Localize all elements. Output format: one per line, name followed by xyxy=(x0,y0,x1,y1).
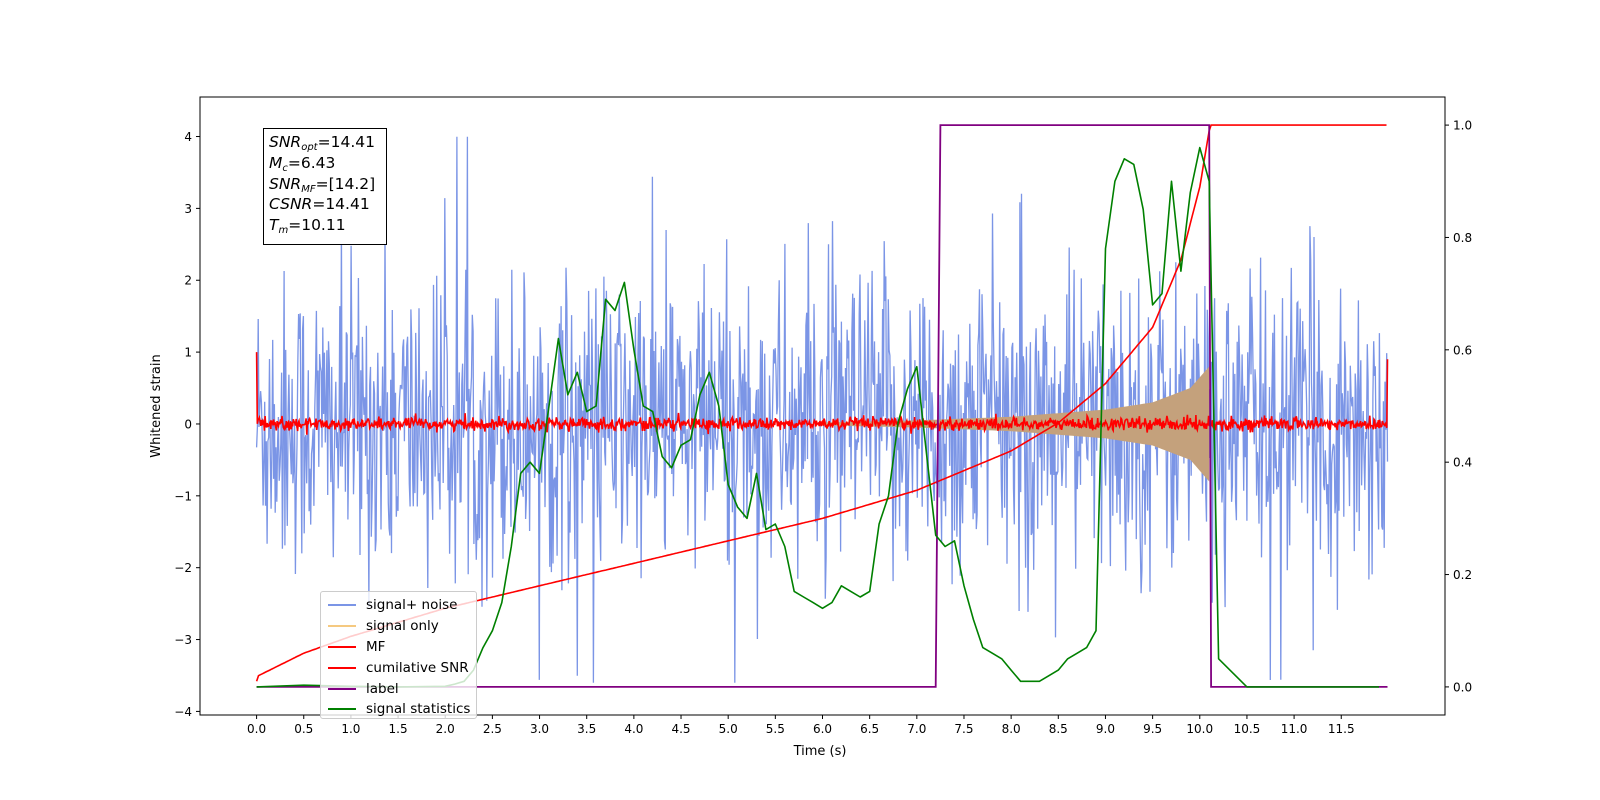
legend-item-cumulative-snr: cumilative SNR xyxy=(328,657,476,678)
y-left-tick-label: 1 xyxy=(184,346,192,360)
x-tick-label: 6.0 xyxy=(813,722,832,736)
y-left-tick-label: 4 xyxy=(184,130,192,144)
y-axis-label: Whitened strain xyxy=(149,354,164,457)
axes-group: 0.0 0.5 1.0 1.5 2.0 2.5 3.0 3.5 4.0 4.5 5.0 5.5 6.0 6… xyxy=(174,119,1472,736)
x-tick-label: 9.0 xyxy=(1096,722,1115,736)
info-snr-mf: SNRMF=[14.2] xyxy=(269,174,376,195)
legend-item-signal-noise: signal+ noise xyxy=(328,595,476,616)
legend-label-mf: MF xyxy=(366,638,386,655)
legend-item-label: label xyxy=(328,678,476,699)
x-tick-label: 2.0 xyxy=(436,722,455,736)
x-tick-label: 7.5 xyxy=(954,722,973,736)
x-tick-label: 6.5 xyxy=(860,722,879,736)
legend-swatch-signal-only xyxy=(328,625,356,628)
x-tick-label: 7.0 xyxy=(907,722,926,736)
x-tick-label: 0.5 xyxy=(294,722,313,736)
x-tick-label: 10.0 xyxy=(1186,722,1213,736)
x-tick-label: 3.0 xyxy=(530,722,549,736)
legend-label-signal-noise: signal+ noise xyxy=(366,597,458,614)
legend-label-cumulative-snr: cumilative SNR xyxy=(366,659,469,676)
y-right-tick-label: 0.8 xyxy=(1453,231,1472,245)
y-right-tick-label: 0.4 xyxy=(1453,456,1472,470)
x-tick-label: 1.0 xyxy=(341,722,360,736)
x-tick-label: 4.0 xyxy=(624,722,643,736)
info-mc: Mc=6.43 xyxy=(269,153,336,174)
x-tick-label: 11.0 xyxy=(1281,722,1308,736)
legend-label-signal-statistics: signal statistics xyxy=(366,701,471,718)
legend-swatch-label xyxy=(328,687,356,690)
legend-item-mf: MF xyxy=(328,637,476,658)
y-left-tick-label: −4 xyxy=(174,705,192,719)
x-tick-label: 8.0 xyxy=(1002,722,1021,736)
mf-group xyxy=(255,352,1389,435)
legend-label-signal-only: signal only xyxy=(366,618,439,635)
x-tick-label: 4.5 xyxy=(671,722,690,736)
x-tick-label: 2.5 xyxy=(483,722,502,736)
x-tick-label: 1.5 xyxy=(389,722,408,736)
y-left-tick-label: 0 xyxy=(184,417,192,431)
y-right-tick-label: 0.2 xyxy=(1453,568,1472,582)
legend-swatch-signal-statistics xyxy=(328,708,356,711)
legend-swatch-mf xyxy=(328,645,356,648)
snr-info-box: SNRopt=14.41 Mc=6.43 SNRMF=[14.2] CSNR=1… xyxy=(263,128,387,245)
legend-label-label: label xyxy=(366,680,399,697)
x-tick-label: 5.0 xyxy=(719,722,738,736)
series-signal-statistics-line xyxy=(256,146,1379,688)
x-tick-label: 10.5 xyxy=(1234,722,1261,736)
legend-swatch-signal-noise xyxy=(328,604,356,607)
info-snr-opt: SNRopt=14.41 xyxy=(269,133,375,153)
legend-swatch-cumulative-snr xyxy=(328,666,356,669)
x-tick-label: 11.5 xyxy=(1328,722,1355,736)
info-csnr: CSNR=14.41 xyxy=(269,195,370,214)
series-mf-line xyxy=(255,352,1389,435)
legend-item-signal-only: signal only xyxy=(328,616,476,637)
x-tick-label: 5.5 xyxy=(766,722,785,736)
legend-item-signal-statistics: signal statistics xyxy=(328,699,476,720)
series-signal-noise-line xyxy=(255,136,1389,683)
series-label-line xyxy=(256,124,1388,688)
x-tick-label: 9.5 xyxy=(1143,722,1162,736)
x-tick-label: 0.0 xyxy=(247,722,266,736)
y-right-tick-label: 0.6 xyxy=(1453,343,1472,357)
info-tm: Tm=10.11 xyxy=(269,216,346,237)
x-axis-label: Time (s) xyxy=(793,744,847,759)
y-left-tick-label: −2 xyxy=(174,561,192,575)
y-left-tick-label: 2 xyxy=(184,274,192,288)
y-left-tick-label: −1 xyxy=(174,489,192,503)
y-right-tick-label: 0.0 xyxy=(1453,680,1472,694)
y-right-tick-label: 1.0 xyxy=(1453,119,1472,133)
y-left-tick-label: 3 xyxy=(184,202,192,216)
x-tick-label: 3.5 xyxy=(577,722,596,736)
legend: signal+ noise signal only MF cumilative … xyxy=(320,591,477,719)
y-left-tick-label: −3 xyxy=(174,633,192,647)
x-tick-label: 8.5 xyxy=(1049,722,1068,736)
